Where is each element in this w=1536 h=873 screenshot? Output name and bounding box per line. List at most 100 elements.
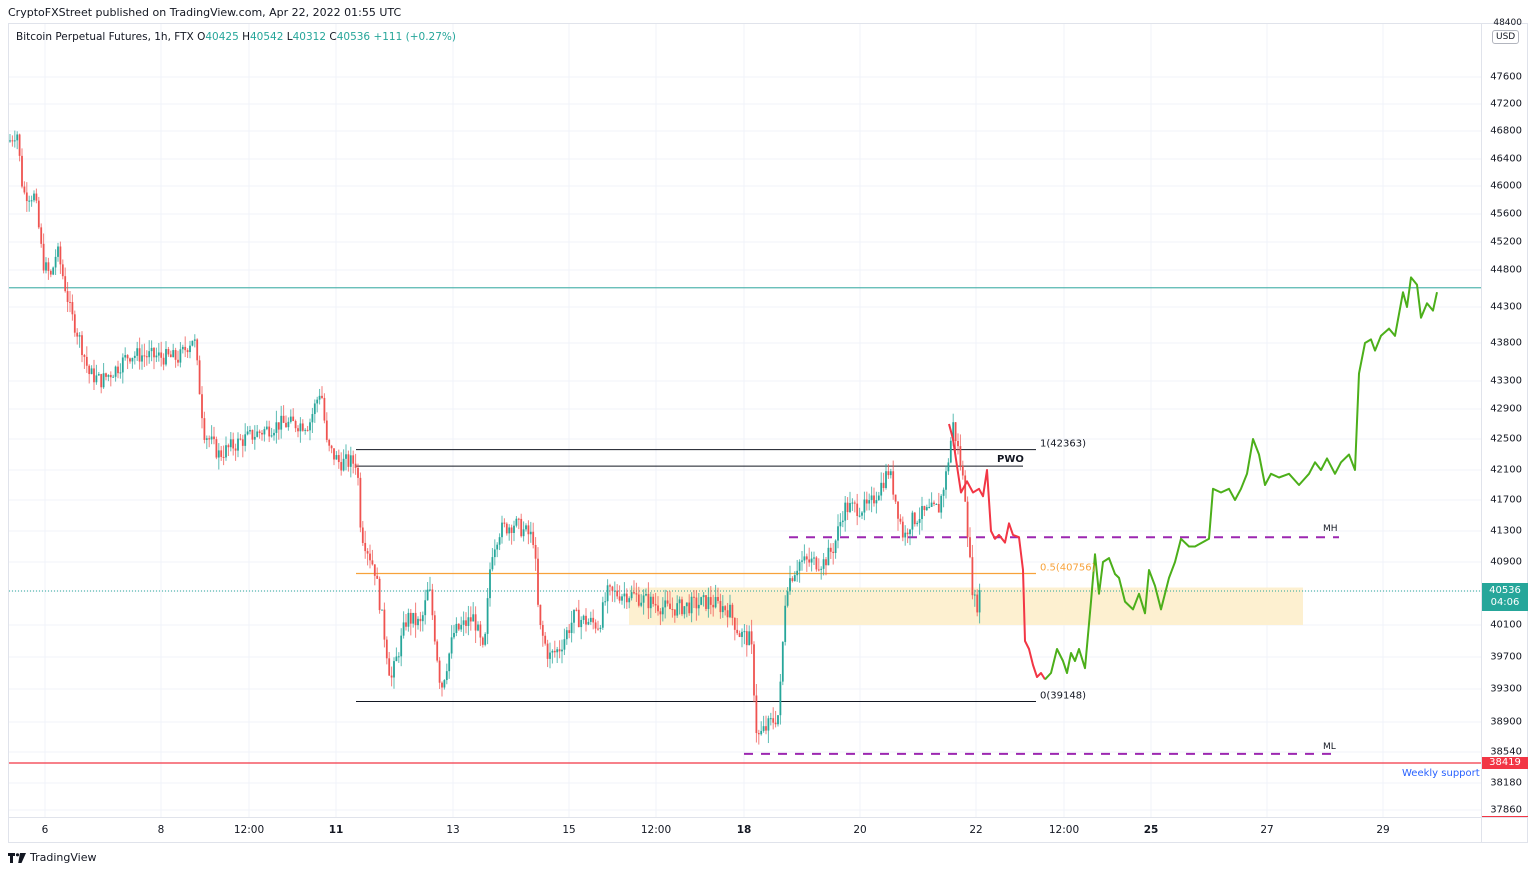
candle-body	[798, 561, 801, 571]
candle-body	[726, 610, 729, 618]
candle-body	[745, 631, 748, 646]
candle-body	[861, 512, 863, 516]
candle-body	[935, 503, 938, 505]
candle-body	[289, 416, 292, 422]
candle-body	[467, 617, 470, 626]
price-tick: 41700	[1490, 494, 1522, 506]
candle-body	[815, 557, 818, 570]
candle-body	[270, 435, 273, 437]
candle-body	[419, 618, 422, 622]
candle-body	[681, 599, 683, 615]
candle-body	[873, 495, 875, 504]
candle-body	[769, 718, 772, 720]
candle-body	[69, 301, 71, 303]
candle-body	[582, 615, 585, 620]
candle-body	[453, 632, 455, 638]
candle-body	[539, 604, 542, 626]
candle-body	[479, 624, 482, 638]
price-tick: 39300	[1490, 683, 1522, 695]
tradingview-brand-label: TradingView	[30, 851, 97, 864]
symbol-label: Bitcoin Perpetual Futures, 1h, FTX	[16, 31, 194, 43]
candle-body	[580, 619, 583, 628]
price-tick: 46800	[1490, 125, 1522, 137]
candle-body	[179, 349, 182, 363]
candle-body	[52, 267, 55, 275]
candle-body	[141, 355, 143, 362]
candle-body	[465, 620, 467, 626]
candle-body	[431, 589, 434, 616]
candle-body	[35, 193, 38, 201]
candle-body	[520, 518, 523, 537]
candle-body	[621, 596, 623, 601]
candle-body	[865, 499, 868, 504]
candle-body	[707, 597, 710, 609]
candle-body	[90, 368, 93, 375]
candle-body	[913, 512, 916, 525]
candle-body	[731, 604, 734, 618]
candle-body	[491, 557, 494, 570]
time-tick: 20	[853, 824, 867, 836]
candle-body	[738, 633, 741, 637]
candle-body	[702, 595, 705, 598]
candle-body	[138, 348, 141, 362]
candle-body	[304, 429, 307, 431]
candle-body	[604, 601, 607, 603]
candle-body	[157, 352, 160, 356]
candle-body	[945, 471, 947, 490]
time-axis[interactable]: 6 8 12:00 11 13 15 12:00 18 20 22 12:00 25 27 29	[9, 817, 1481, 843]
candle-body	[544, 635, 547, 644]
candle-body	[203, 418, 206, 440]
candle-body	[186, 350, 189, 353]
time-tick: 18	[736, 824, 752, 836]
candle-body	[484, 633, 487, 645]
candle-body	[949, 440, 952, 463]
candle-body	[417, 618, 419, 626]
candle-body	[301, 423, 304, 431]
candle-body	[904, 532, 907, 538]
candle-body	[421, 615, 424, 622]
candle-body	[354, 463, 357, 468]
candle-body	[973, 594, 976, 596]
candle-body	[827, 547, 830, 566]
candle-body	[669, 603, 671, 610]
candle-body	[414, 612, 417, 626]
candle-body	[107, 374, 110, 377]
price-tick: 45600	[1490, 208, 1522, 220]
ml-label: ML	[1323, 742, 1336, 752]
candle-body	[719, 600, 722, 613]
candle-body	[678, 599, 681, 604]
price-axis[interactable]: 48400 USD 47600 47200 46800 46400 46000 45600…	[1481, 18, 1528, 818]
fib-top-label: 1(42363)	[1040, 439, 1086, 450]
candle-body	[54, 256, 57, 268]
candle-body	[448, 653, 451, 672]
candle-body	[133, 355, 136, 358]
candle-body	[237, 438, 239, 451]
candle-body	[825, 559, 827, 566]
candle-body	[774, 722, 777, 725]
candle-body	[498, 537, 501, 545]
candle-body	[541, 625, 544, 636]
bullish-projection-path	[1044, 276, 1438, 681]
candle-body	[287, 421, 290, 428]
candle-body	[373, 564, 376, 576]
candle-body	[441, 682, 443, 688]
candle-body	[61, 264, 64, 277]
candle-body	[829, 547, 832, 552]
candle-body	[801, 560, 803, 562]
candle-body	[457, 623, 460, 630]
candle-body	[97, 374, 100, 376]
candle-body	[433, 615, 436, 642]
currency-badge[interactable]: USD	[1492, 30, 1520, 44]
chart-plot-area[interactable]: 1(42363) PWO 0.5(40756) 0(39148) MH ML Weekly …	[9, 24, 1481, 817]
candle-body	[793, 575, 796, 582]
candle-body	[232, 439, 235, 449]
candle-body	[510, 527, 513, 533]
candle-body	[957, 440, 959, 447]
candle-body	[933, 502, 935, 504]
candle-body	[445, 671, 448, 681]
candle-body	[316, 399, 319, 404]
time-tick: 27	[1260, 824, 1274, 836]
candle-body	[37, 200, 40, 228]
candle-body	[268, 426, 271, 437]
candle-body	[402, 622, 405, 636]
